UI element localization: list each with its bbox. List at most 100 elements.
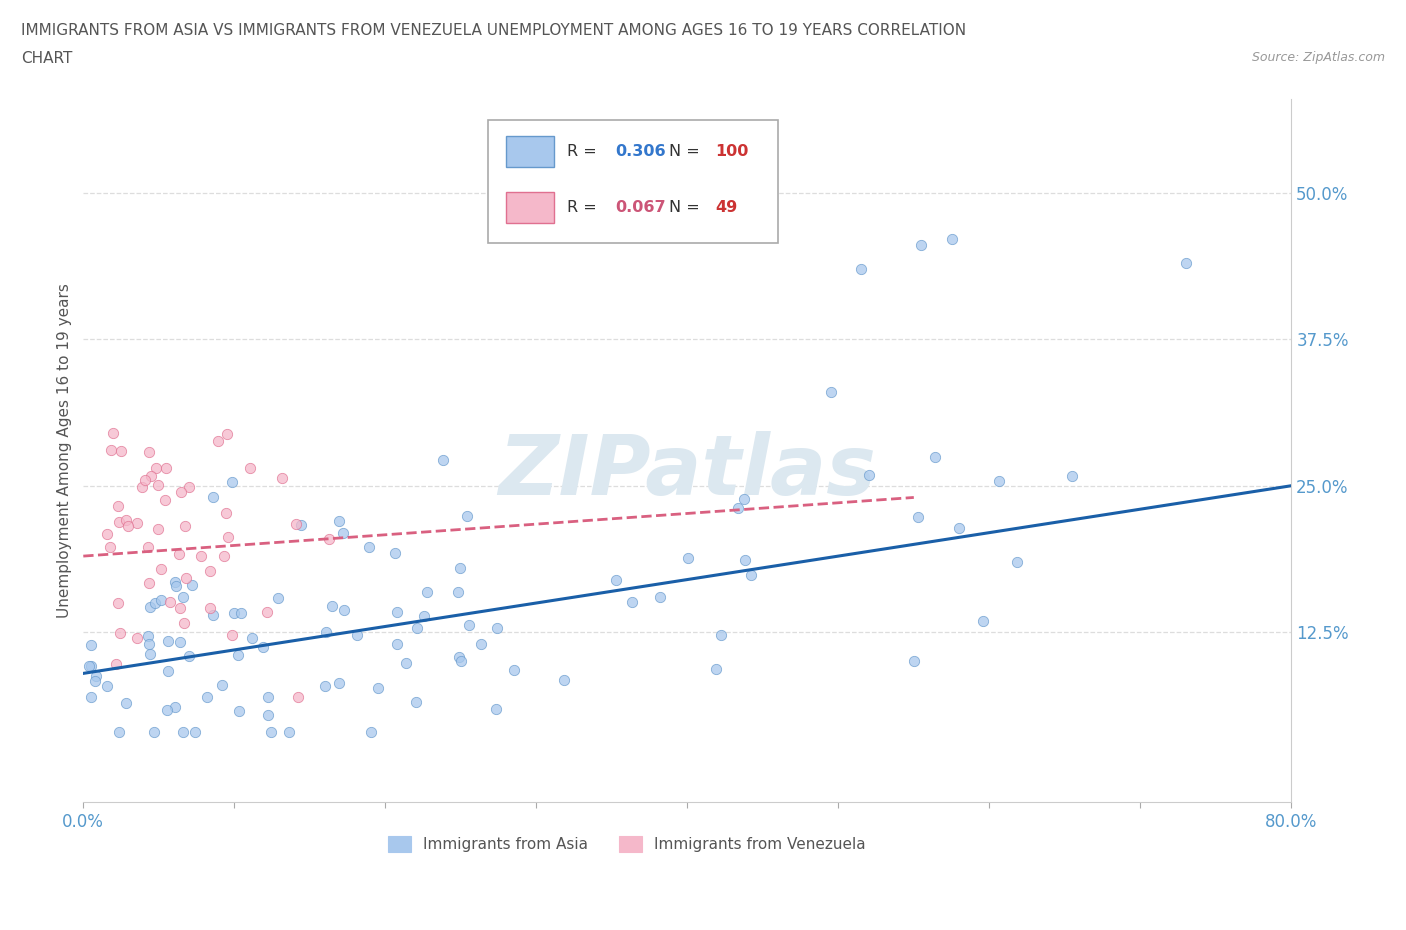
Point	[156, 663, 179, 678]
FancyBboxPatch shape	[488, 120, 778, 243]
Y-axis label: Unemployment Among Ages 16 to 19 years: Unemployment Among Ages 16 to 19 years	[58, 283, 72, 618]
Point	[621, 594, 644, 609]
Point	[648, 590, 671, 604]
Point	[177, 648, 200, 663]
Point	[114, 696, 136, 711]
Point	[184, 724, 207, 739]
Text: N =: N =	[669, 144, 704, 159]
Point	[432, 452, 454, 467]
Point	[740, 567, 762, 582]
Point	[290, 518, 312, 533]
Point	[285, 517, 308, 532]
Point	[80, 637, 103, 652]
Point	[257, 689, 280, 704]
Point	[169, 635, 191, 650]
Point	[172, 724, 194, 739]
Point	[387, 636, 409, 651]
Point	[136, 629, 159, 644]
Point	[456, 508, 478, 523]
Point	[105, 656, 128, 671]
Point	[212, 549, 235, 564]
Point	[96, 679, 118, 694]
Point	[287, 689, 309, 704]
Point	[125, 631, 148, 645]
Point	[485, 701, 508, 716]
Point	[149, 593, 172, 608]
Point	[170, 485, 193, 499]
Point	[202, 490, 225, 505]
Point	[470, 637, 492, 652]
Point	[141, 469, 163, 484]
Text: N =: N =	[669, 200, 704, 215]
Point	[172, 590, 194, 604]
Point	[138, 576, 160, 591]
Point	[117, 519, 139, 534]
Point	[257, 708, 280, 723]
Point	[114, 512, 136, 527]
Point	[107, 498, 129, 513]
Point	[139, 599, 162, 614]
Point	[278, 724, 301, 739]
Point	[387, 604, 409, 619]
Point	[139, 646, 162, 661]
Point	[710, 628, 733, 643]
Point	[100, 442, 122, 457]
Point	[77, 658, 100, 673]
Point	[384, 546, 406, 561]
Point	[96, 526, 118, 541]
Point	[734, 552, 756, 567]
Point	[181, 578, 204, 592]
Point	[167, 547, 190, 562]
Point	[156, 703, 179, 718]
Text: Source: ZipAtlas.com: Source: ZipAtlas.com	[1251, 51, 1385, 64]
Point	[395, 656, 418, 671]
Point	[903, 653, 925, 668]
Point	[201, 607, 224, 622]
Point	[221, 628, 243, 643]
Point	[405, 695, 427, 710]
Point	[146, 478, 169, 493]
Point	[83, 674, 105, 689]
Point	[131, 480, 153, 495]
Point	[924, 449, 946, 464]
Point	[159, 594, 181, 609]
Point	[252, 639, 274, 654]
Point	[1174, 256, 1197, 271]
Point	[941, 232, 963, 246]
Point	[332, 525, 354, 540]
Point	[412, 609, 434, 624]
Point	[1060, 469, 1083, 484]
Point	[110, 443, 132, 458]
Text: CHART: CHART	[21, 51, 73, 66]
Point	[165, 699, 187, 714]
Point	[155, 460, 177, 475]
Point	[190, 549, 212, 564]
Point	[987, 474, 1010, 489]
Point	[222, 605, 245, 620]
Text: R =: R =	[567, 200, 602, 215]
Text: 0.067: 0.067	[614, 200, 665, 215]
Point	[328, 513, 350, 528]
Point	[174, 570, 197, 585]
Point	[179, 480, 201, 495]
Point	[416, 585, 439, 600]
Point	[157, 633, 180, 648]
Point	[910, 238, 932, 253]
Text: ZIPatlas: ZIPatlas	[498, 432, 876, 512]
Point	[239, 461, 262, 476]
Point	[267, 591, 290, 605]
Point	[221, 474, 243, 489]
Point	[704, 661, 727, 676]
Point	[240, 631, 263, 645]
Point	[321, 599, 343, 614]
Point	[215, 426, 238, 441]
Point	[153, 492, 176, 507]
Point	[136, 539, 159, 554]
Point	[195, 690, 218, 705]
Point	[108, 724, 131, 739]
Point	[256, 604, 278, 619]
Point	[259, 724, 281, 739]
Point	[103, 426, 125, 441]
Point	[907, 510, 929, 525]
Point	[207, 433, 229, 448]
